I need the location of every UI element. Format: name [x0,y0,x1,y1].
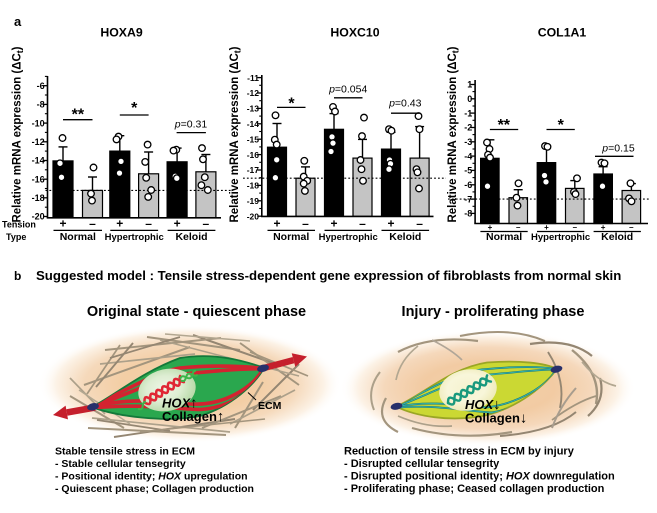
svg-text:Hypertrophic: Hypertrophic [531,232,590,243]
svg-text:-8: -8 [464,209,472,219]
svg-text:–: – [302,217,309,231]
svg-text:HOX↓: HOX↓ [465,397,500,413]
svg-text:p=0.054: p=0.054 [328,84,367,96]
svg-text:-11: -11 [247,73,259,83]
svg-text:-16: -16 [32,174,45,184]
svg-text:Suggested model : Tensile stre: Suggested model : Tensile stress-depende… [36,268,621,283]
svg-text:–: – [203,217,210,231]
svg-text:-20: -20 [247,211,260,221]
svg-text:–: – [416,217,423,231]
svg-text:-12: -12 [247,88,260,98]
svg-text:-20: -20 [32,212,45,222]
svg-text:-19: -19 [247,196,260,206]
svg-text:- Proliferating phase; Ceased: - Proliferating phase; Ceased collagen p… [344,483,605,495]
svg-text:-14: -14 [247,119,260,129]
svg-text:+: + [544,223,549,232]
svg-text:Keloid: Keloid [175,231,207,243]
svg-text:Tension: Tension [2,220,36,230]
svg-text:-17: -17 [247,165,260,175]
svg-text:HOXA9: HOXA9 [100,26,143,40]
svg-text:*: * [558,117,565,134]
svg-text:Collagen↓: Collagen↓ [465,411,527,427]
svg-text:-1: -1 [464,108,472,118]
svg-text:Keloid: Keloid [601,231,633,243]
svg-text:Relative mRNA expression (ΔCt): Relative mRNA expression (ΔCt) [10,46,26,222]
svg-text:-6: -6 [464,180,472,190]
svg-text:- Disrupted positional identit: - Disrupted positional identity; HOX dow… [344,471,615,483]
svg-text:–: – [516,223,521,232]
svg-text:–: – [573,223,578,232]
svg-text:+: + [330,217,337,231]
svg-text:-18: -18 [247,181,260,191]
svg-text:+: + [174,217,181,231]
svg-text:–: – [359,217,366,231]
svg-text:+: + [116,217,123,231]
svg-text:+: + [273,217,280,231]
svg-text:p=0.43: p=0.43 [388,98,422,110]
svg-text:Relative mRNA expression (ΔCt): Relative mRNA expression (ΔCt) [445,46,461,222]
svg-text:p=0.15: p=0.15 [601,142,635,154]
svg-text:-3: -3 [464,137,472,147]
svg-text:-10: -10 [32,118,45,128]
svg-text:-6: -6 [37,81,45,91]
svg-text:Normal: Normal [60,231,96,243]
svg-text:-12: -12 [32,137,45,147]
svg-text:-18: -18 [32,193,45,203]
svg-text:Collagen↑: Collagen↑ [162,409,224,425]
svg-text:-16: -16 [247,150,260,160]
svg-text:COL1A1: COL1A1 [538,26,587,40]
svg-text:-7: -7 [464,194,472,204]
svg-text:- Disrupted cellular tensegrit: - Disrupted cellular tensegrity [344,458,500,470]
svg-text:Normal: Normal [486,231,522,243]
svg-text:–: – [145,217,152,231]
svg-text:*: * [131,100,138,117]
svg-text:**: ** [498,117,511,134]
svg-text:Original state - quiescent pha: Original state - quiescent phase [87,304,306,320]
svg-text:ECM: ECM [258,400,282,412]
svg-text:+: + [387,217,394,231]
svg-text:HOX↑: HOX↑ [162,396,197,412]
svg-text:Type: Type [6,232,26,242]
svg-text:+: + [488,223,493,232]
svg-text:-13: -13 [247,104,260,114]
svg-text:Hypertrophic: Hypertrophic [319,232,378,243]
svg-text:-14: -14 [32,156,45,166]
svg-text:-2: -2 [464,123,472,133]
svg-text:Keloid: Keloid [389,231,421,243]
svg-text:b: b [14,269,21,283]
svg-text:Stable tensile stress in ECM: Stable tensile stress in ECM [55,446,195,458]
svg-text:–: – [89,217,96,231]
svg-text:- Positional identity; HOX upr: - Positional identity; HOX upregulation [55,471,248,483]
svg-text:0: 0 [467,94,472,104]
svg-text:-15: -15 [247,134,260,144]
svg-text:- Stable cellular tensegrity: - Stable cellular tensegrity [55,458,186,470]
svg-text:+: + [59,217,66,231]
svg-text:-4: -4 [464,151,472,161]
svg-text:Hypertrophic: Hypertrophic [105,232,164,243]
svg-text:Normal: Normal [273,231,309,243]
svg-text:Relative mRNA expression (ΔCt): Relative mRNA expression (ΔCt) [227,47,243,223]
svg-text:**: ** [72,106,85,123]
svg-text:p=0.31: p=0.31 [174,119,208,131]
svg-text:-8: -8 [37,100,45,110]
svg-text:a: a [14,14,22,29]
svg-text:*: * [288,95,295,112]
svg-text:- Quiescent phase; Collagen pr: - Quiescent phase; Collagen production [55,483,254,495]
svg-text:HOXC10: HOXC10 [330,26,379,40]
svg-text:-5: -5 [464,166,472,176]
svg-text:Injury - proliferating phase: Injury - proliferating phase [402,304,585,320]
svg-text:–: – [629,223,634,232]
svg-text:+: + [601,223,606,232]
svg-text:Reduction of tensile stress in: Reduction of tensile stress in ECM by in… [344,446,575,458]
svg-text:1: 1 [467,80,472,90]
